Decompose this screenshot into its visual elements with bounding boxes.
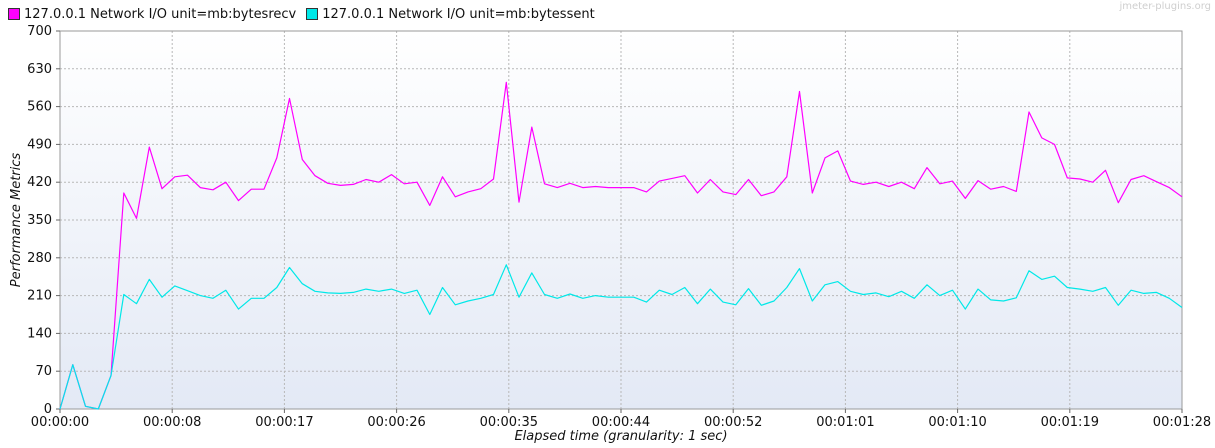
legend-label-bytessent: 127.0.0.1 Network I/O unit=mb:bytessent <box>322 6 595 22</box>
y-tick-label: 630 <box>27 62 52 77</box>
watermark: jmeter-plugins.org <box>1119 1 1211 12</box>
legend-label-bytesrecv: 127.0.0.1 Network I/O unit=mb:bytesrecv <box>24 6 297 22</box>
y-tick-label: 420 <box>27 175 52 190</box>
x-tick-label: 00:00:44 <box>592 415 650 430</box>
x-tick-label: 00:00:52 <box>704 415 762 430</box>
series-line-bytesrecv <box>59 81 1183 410</box>
y-tick-label: 0 <box>44 402 52 417</box>
legend-item-bytesrecv: 127.0.0.1 Network I/O unit=mb:bytesrecv <box>8 7 296 22</box>
legend-swatch-bytesrecv <box>8 8 20 20</box>
chart-legend: 127.0.0.1 Network I/O unit=mb:bytesrecv … <box>8 5 605 23</box>
y-tick-label: 560 <box>27 100 52 115</box>
y-axis-title: Performance Metrics <box>9 153 24 288</box>
y-tick-label: 70 <box>35 364 52 379</box>
x-tick-label: 00:00:08 <box>143 415 201 430</box>
x-tick-label: 00:00:26 <box>367 415 425 430</box>
y-tick-label: 140 <box>27 326 52 341</box>
x-tick-label: 00:00:00 <box>31 415 89 430</box>
x-tick-label: 00:01:01 <box>816 415 874 430</box>
legend-swatch-bytessent <box>306 8 319 20</box>
x-tick-label: 00:00:35 <box>480 415 538 430</box>
x-tick-label: 00:00:17 <box>255 415 313 430</box>
x-axis-title: Elapsed time (granularity: 1 sec) <box>514 429 727 444</box>
y-tick-label: 350 <box>27 213 52 228</box>
series-lines <box>59 81 1183 410</box>
x-tick-label: 00:01:28 <box>1153 415 1211 430</box>
x-tick-label: 00:01:10 <box>928 415 986 430</box>
y-tick-label: 210 <box>27 289 52 304</box>
y-tick-label: 490 <box>27 137 52 152</box>
series-line-bytessent <box>59 264 1183 410</box>
x-axis-ticks: 00:00:00 00:00:08 00:00:17 00:00:26 00:00:35… <box>31 409 1211 430</box>
x-tick-label: 00:01:19 <box>1041 415 1099 430</box>
y-tick-label: 280 <box>27 251 52 266</box>
y-axis-ticks: 0 70 140 210 280 350 420 490 560 630 700 <box>27 24 60 417</box>
y-tick-label: 700 <box>27 24 52 39</box>
legend-item-bytessent: 127.0.0.1 Network I/O unit=mb:bytessent <box>306 6 595 22</box>
